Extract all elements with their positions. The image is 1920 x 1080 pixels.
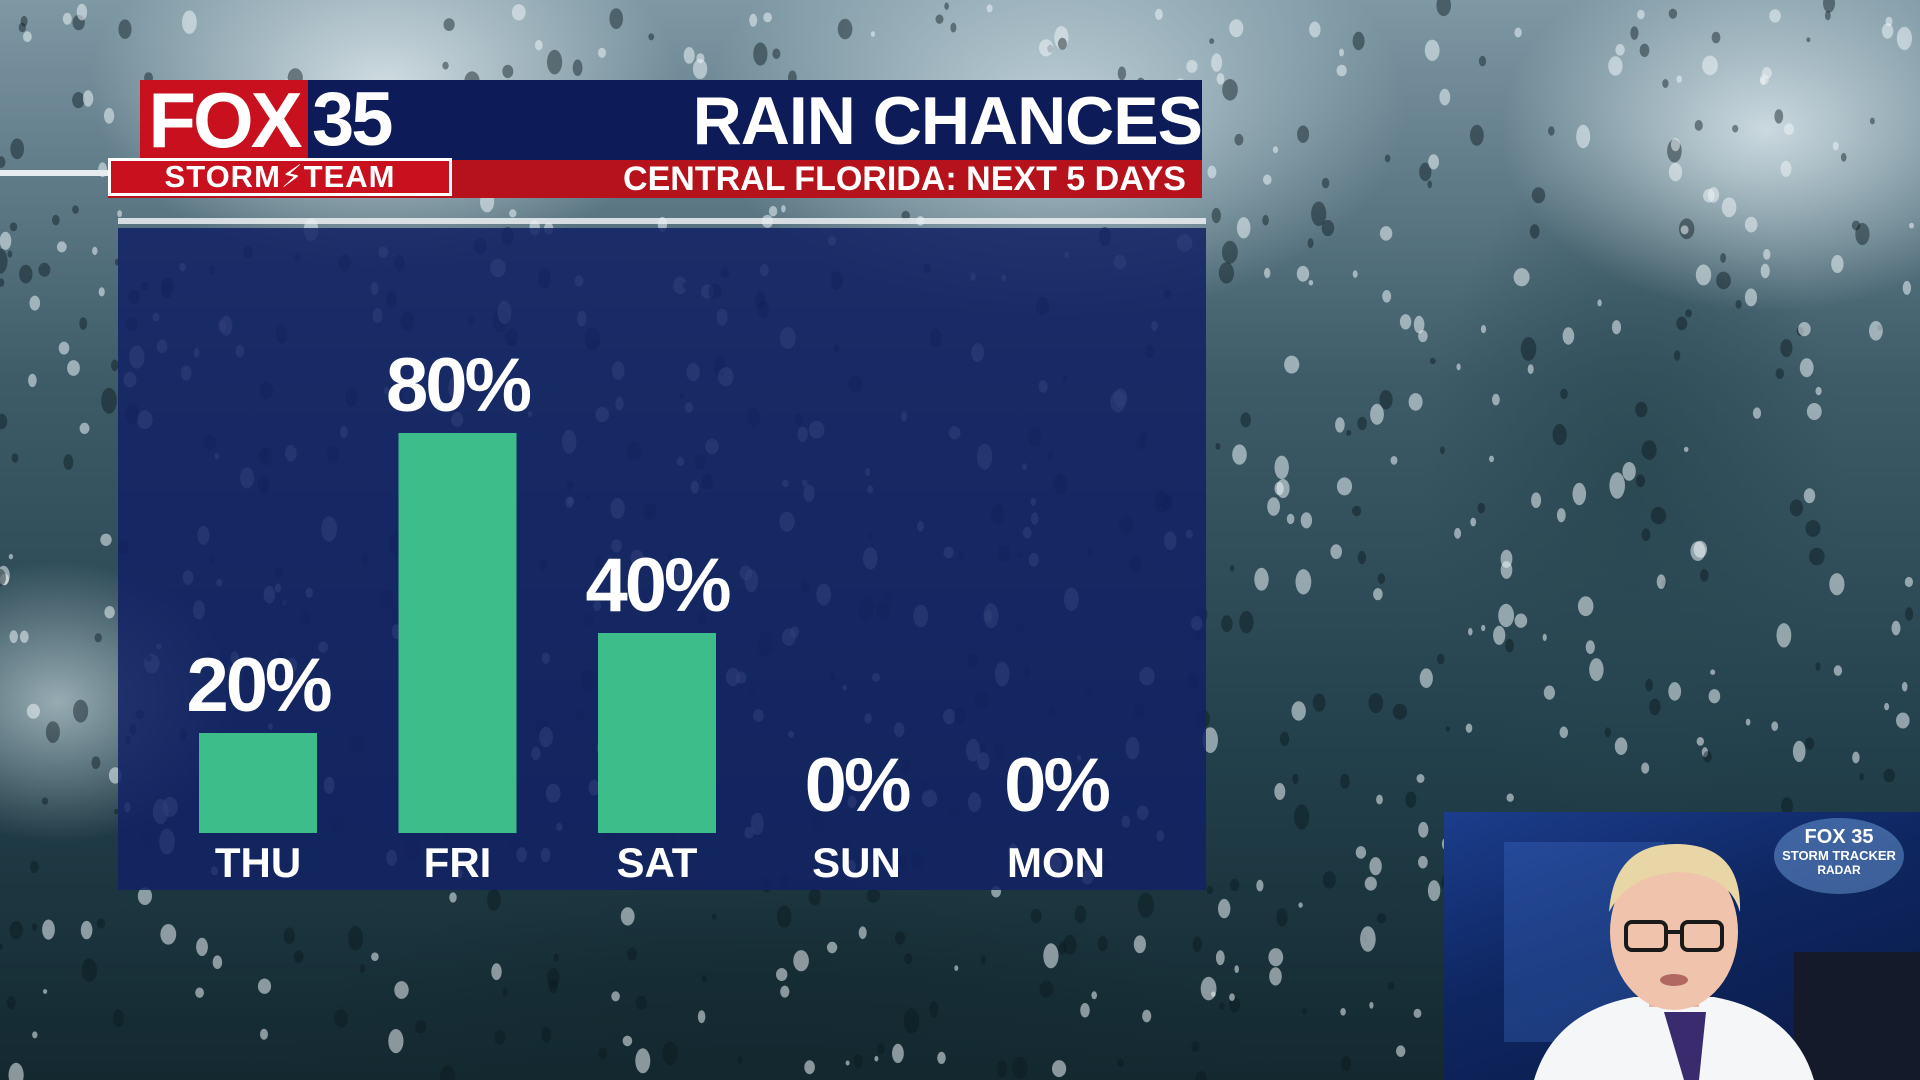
inset-logo-line3: RADAR <box>1817 863 1861 877</box>
category-label-mon: MON <box>1007 839 1105 886</box>
rain-chance-chart: 20% THU 80% FRI 40% SAT 0% SUN 0% MON <box>186 343 1112 886</box>
inset-logo-line2: STORM TRACKER <box>1782 848 1896 863</box>
category-label-fri: FRI <box>424 839 492 886</box>
value-label-sun: 0% <box>805 743 910 828</box>
category-label-sat: SAT <box>617 839 698 886</box>
value-label-sat: 40% <box>585 543 730 628</box>
fox-logo: FOX <box>140 80 308 160</box>
inset-logo-line1: FOX 35 <box>1804 826 1874 848</box>
page-subtitle: CENTRAL FLORIDA: NEXT 5 DAYS <box>623 160 1186 198</box>
bar-sat <box>598 633 716 833</box>
presenter-video <box>1504 842 1920 1080</box>
value-label-fri: 80% <box>386 343 531 428</box>
presenter-inset: FOX 35 STORM TRACKER RADAR <box>1444 812 1920 1080</box>
header-title-bar <box>140 80 1202 160</box>
bar-fri <box>398 433 517 833</box>
storm-team-logo: STORM⚡TEAM <box>108 158 452 196</box>
bar-thu <box>199 733 317 833</box>
category-label-sun: SUN <box>812 839 901 886</box>
category-label-thu: THU <box>215 839 301 886</box>
header-underline <box>118 218 1206 224</box>
value-label-thu: 20% <box>186 643 331 728</box>
storm-tracker-logo: FOX 35 STORM TRACKER RADAR <box>1774 818 1904 894</box>
page-title: RAIN CHANCES <box>692 83 1203 159</box>
value-label-mon: 0% <box>1004 743 1109 828</box>
channel-number: 35 <box>312 77 394 162</box>
chart-panel: 20% THU 80% FRI 40% SAT 0% SUN 0% MON <box>118 228 1206 890</box>
header-left-rule <box>0 170 108 176</box>
